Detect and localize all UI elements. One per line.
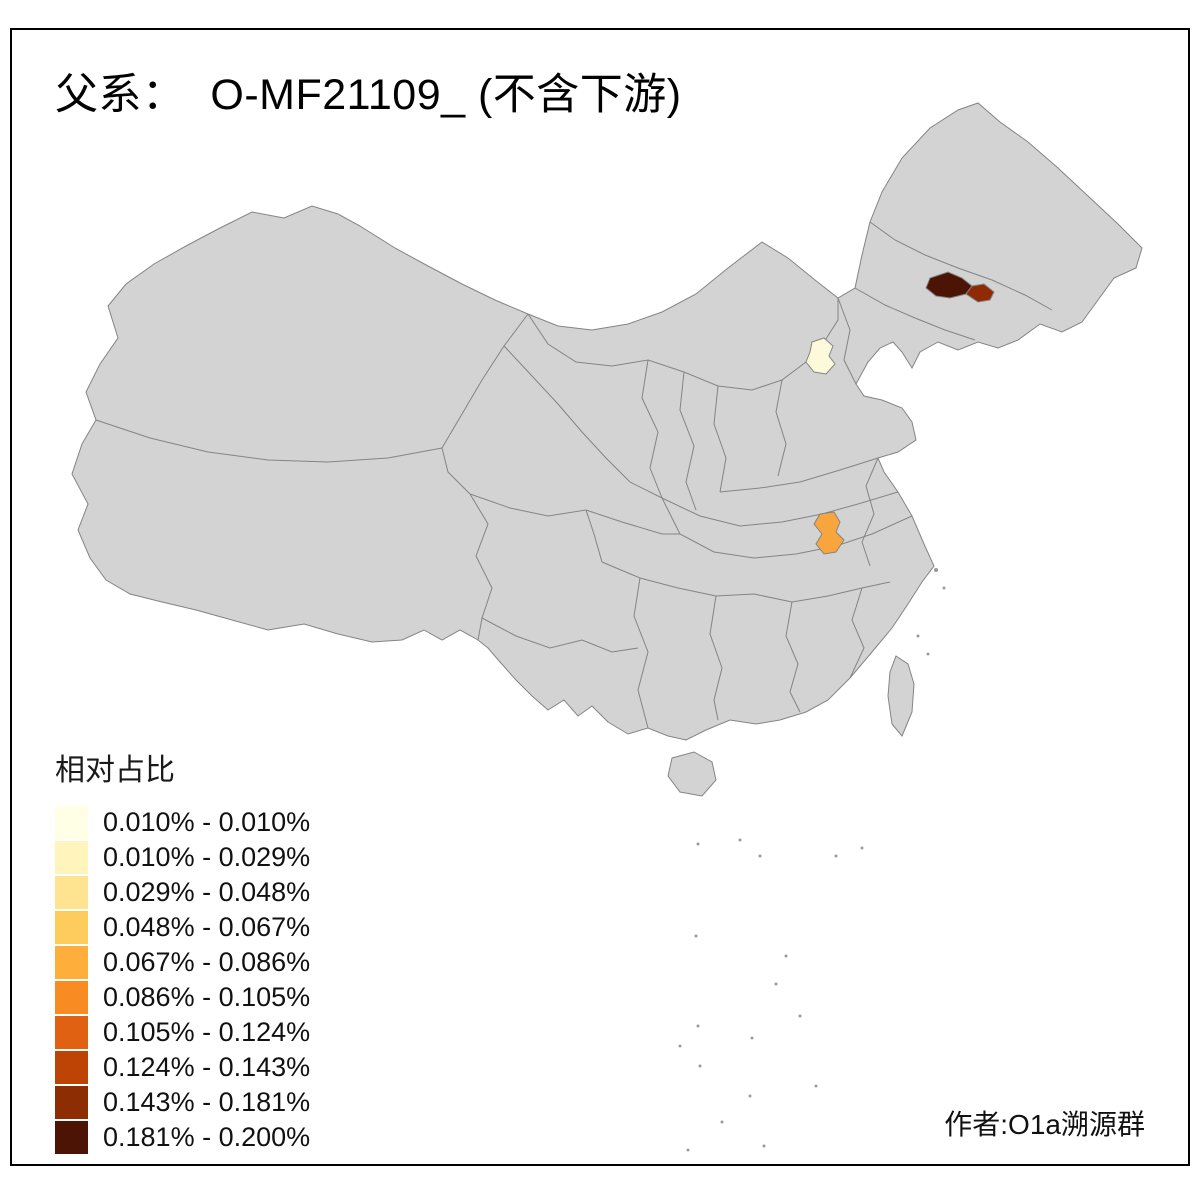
legend-range-label: 0.143% - 0.181% bbox=[103, 1087, 311, 1117]
legend-item: 0.067% - 0.086% bbox=[55, 945, 310, 980]
legend-item: 0.086% - 0.105% bbox=[55, 980, 310, 1015]
legend-range-label: 0.181% - 0.200% bbox=[103, 1122, 311, 1152]
legend-color-swatch bbox=[55, 841, 88, 874]
legend-item: 0.029% - 0.048% bbox=[55, 875, 310, 910]
legend-color-swatch bbox=[55, 806, 88, 839]
legend-color-swatch bbox=[55, 1051, 88, 1084]
legend-color-swatch bbox=[55, 1121, 88, 1154]
hainan-island bbox=[667, 751, 717, 797]
author-credit: 作者:O1a溯源群 bbox=[944, 1109, 1145, 1140]
small-islands bbox=[678, 568, 946, 1152]
region-beijing-pale bbox=[805, 337, 836, 375]
region-hubei-orange bbox=[813, 511, 845, 555]
legend-range-label: 0.010% - 0.029% bbox=[103, 842, 311, 872]
taiwan-island bbox=[887, 655, 915, 737]
legend: 相对占比 0.010% - 0.010% 0.010% - 0.029% 0.0… bbox=[55, 745, 310, 1155]
legend-range-label: 0.010% - 0.010% bbox=[103, 807, 311, 837]
map-title: 父系： O-MF21109_ (不含下游) bbox=[55, 71, 682, 119]
legend-item: 0.143% - 0.181% bbox=[55, 1085, 310, 1120]
legend-item: 0.010% - 0.029% bbox=[55, 840, 310, 875]
legend-item: 0.124% - 0.143% bbox=[55, 1050, 310, 1085]
region-northeast-jilin-red bbox=[965, 283, 995, 303]
legend-color-swatch bbox=[55, 876, 88, 909]
legend-range-label: 0.086% - 0.105% bbox=[103, 982, 311, 1012]
legend-range-label: 0.048% - 0.067% bbox=[103, 912, 311, 942]
legend-title: 相对占比 bbox=[55, 754, 175, 787]
legend-range-label: 0.105% - 0.124% bbox=[103, 1017, 311, 1047]
legend-range-label: 0.029% - 0.048% bbox=[103, 877, 311, 907]
legend-color-swatch bbox=[55, 946, 88, 979]
china-mainland-shape bbox=[71, 102, 1143, 741]
province-borders bbox=[95, 221, 1053, 729]
legend-item: 0.010% - 0.010% bbox=[55, 805, 310, 840]
legend-color-swatch bbox=[55, 981, 88, 1014]
legend-color-swatch bbox=[55, 1086, 88, 1119]
legend-range-label: 0.124% - 0.143% bbox=[103, 1052, 311, 1082]
legend-color-swatch bbox=[55, 1016, 88, 1049]
legend-color-swatch bbox=[55, 911, 88, 944]
legend-item: 0.181% - 0.200% bbox=[55, 1120, 310, 1155]
legend-range-label: 0.067% - 0.086% bbox=[103, 947, 311, 977]
legend-item: 0.105% - 0.124% bbox=[55, 1015, 310, 1050]
legend-item: 0.048% - 0.067% bbox=[55, 910, 310, 945]
